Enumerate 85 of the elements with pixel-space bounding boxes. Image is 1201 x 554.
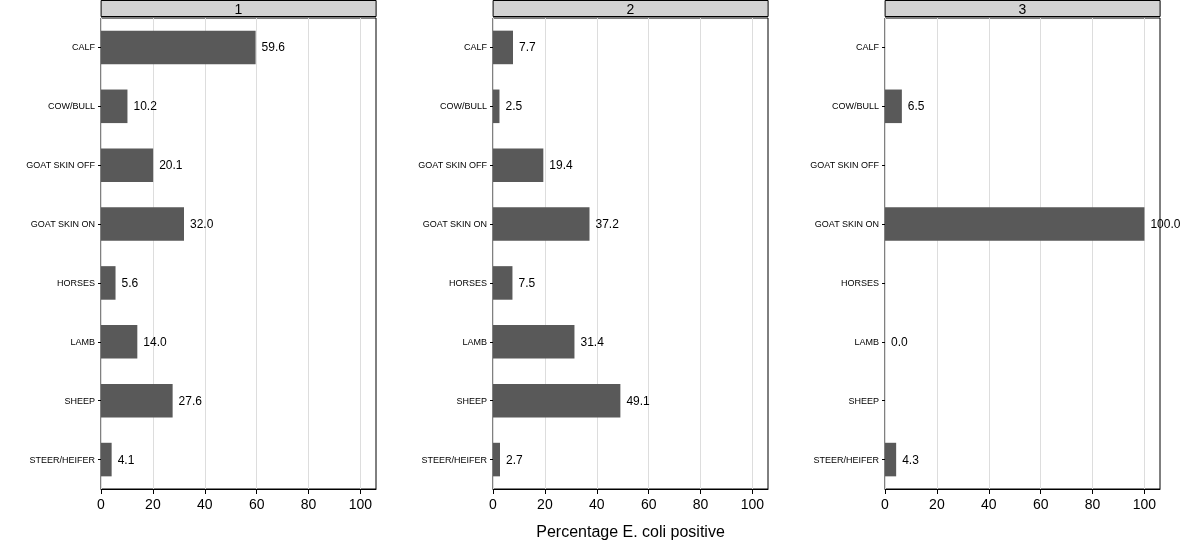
y-tick-label: GOAT SKIN OFF: [418, 160, 488, 171]
y-tick-label: STEER/HEIFER: [813, 454, 880, 465]
data-label: 0.0: [891, 334, 909, 349]
x-tick-label: 60: [1032, 496, 1049, 512]
data-label: 2.5: [505, 99, 523, 114]
y-tick-label: GOAT SKIN OFF: [26, 160, 96, 171]
y-tick-label: HORSES: [840, 277, 879, 288]
bar: [101, 325, 138, 359]
x-tick-label: 60: [248, 496, 265, 512]
y-tick-label: CALF: [855, 42, 880, 53]
y-tick-label: GOAT SKIN ON: [814, 219, 879, 230]
y-tick-label: LAMB: [70, 336, 95, 347]
data-label: 59.6: [261, 40, 286, 55]
x-tick-label: 20: [537, 496, 553, 512]
data-label: 14.0: [143, 334, 167, 349]
bar: [493, 30, 513, 65]
y-tick-label: SHEEP: [64, 395, 95, 406]
y-tick-label: GOAT SKIN OFF: [810, 160, 880, 171]
y-tick-label: SHEEP: [456, 395, 487, 406]
x-tick-label: 100: [1132, 496, 1157, 512]
x-tick-label: 100: [348, 496, 373, 512]
y-tick-label: COW/BULL: [831, 101, 879, 112]
data-label: 37.2: [595, 217, 620, 232]
data-label: 2.7: [506, 452, 524, 467]
data-label: 20.1: [159, 158, 183, 173]
bar: [101, 148, 154, 182]
x-tick-label: 80: [1084, 496, 1101, 512]
x-tick-label: 40: [196, 496, 213, 512]
x-axis-title: Percentage E. coli positive: [536, 522, 725, 540]
y-tick-label: COW/BULL: [439, 101, 487, 112]
x-tick-label: 0: [97, 496, 106, 512]
data-label: 4.1: [117, 452, 135, 467]
y-tick-label: HORSES: [56, 277, 95, 288]
x-tick-label: 100: [740, 496, 765, 512]
data-label: 49.1: [626, 393, 651, 408]
x-tick-label: 80: [692, 496, 709, 512]
bar: [885, 207, 1145, 241]
x-tick-label: 0: [881, 496, 890, 512]
bar: [493, 325, 575, 359]
y-tick-label: LAMB: [854, 336, 879, 347]
bar: [101, 89, 128, 124]
bar: [493, 266, 513, 300]
data-label: 7.5: [518, 275, 536, 290]
data-label: 27.6: [178, 393, 203, 408]
x-tick-label: 0: [489, 496, 498, 512]
bar: [101, 207, 185, 241]
y-tick-label: STEER/HEIFER: [421, 454, 488, 465]
bar: [493, 383, 621, 418]
bar: [101, 266, 116, 300]
y-tick-label: LAMB: [462, 336, 487, 347]
bar: [493, 442, 500, 477]
data-label: 6.5: [907, 99, 925, 114]
y-tick-label: CALF: [463, 42, 488, 53]
x-tick-label: 60: [640, 496, 657, 512]
chart-title: 3: [1018, 0, 1027, 17]
chart-title: 1: [234, 0, 243, 17]
data-label: 7.7: [518, 40, 536, 55]
data-label: 5.6: [121, 275, 139, 290]
bar: [101, 383, 173, 418]
data-label: 10.2: [133, 99, 158, 114]
data-label: 31.4: [580, 334, 605, 349]
y-tick-label: CALF: [71, 42, 96, 53]
bar: [493, 89, 500, 124]
x-tick-label: 40: [588, 496, 605, 512]
data-label: 4.3: [902, 452, 920, 467]
bar: [885, 89, 902, 124]
bar: [101, 442, 112, 477]
x-tick-label: 80: [300, 496, 317, 512]
bar: [885, 442, 897, 477]
chart-title: 2: [626, 0, 635, 17]
x-tick-label: 20: [929, 496, 945, 512]
x-tick-label: 20: [145, 496, 161, 512]
data-label: 32.0: [190, 217, 214, 232]
y-tick-label: HORSES: [448, 277, 487, 288]
y-tick-label: GOAT SKIN ON: [30, 219, 95, 230]
y-tick-label: COW/BULL: [47, 101, 95, 112]
y-tick-label: SHEEP: [848, 395, 879, 406]
bar: [493, 148, 544, 182]
data-label: 19.4: [549, 158, 574, 173]
bar: [101, 30, 256, 65]
x-tick-label: 40: [980, 496, 997, 512]
bar: [493, 207, 590, 241]
y-tick-label: STEER/HEIFER: [29, 454, 96, 465]
data-label: 100.0: [1150, 217, 1181, 232]
y-tick-label: GOAT SKIN ON: [422, 219, 487, 230]
